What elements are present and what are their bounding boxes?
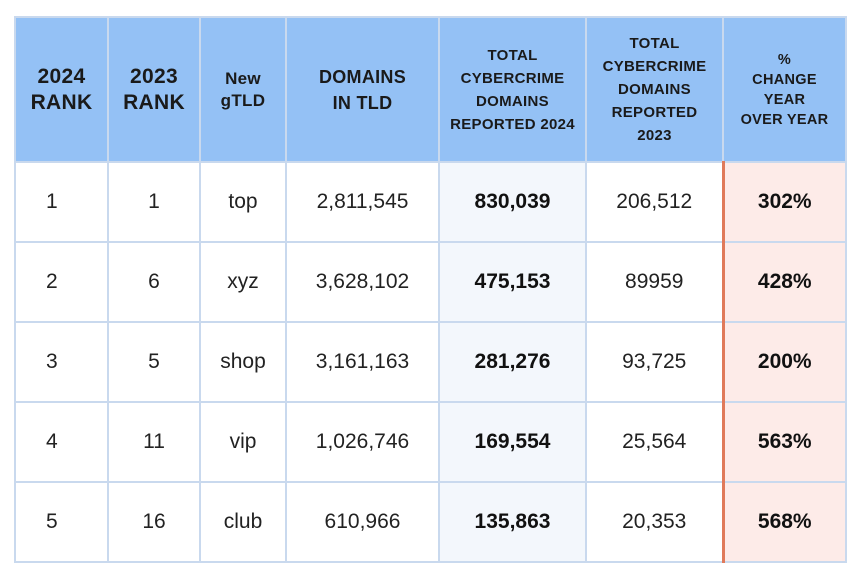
reported-2024-cell: 135,863 [438,481,587,563]
reported-2023-cell: 20,353 [585,481,724,563]
data-table: 2024 RANK 2023 RANK New gTLD DOMAINS IN … [14,16,847,563]
percent-change-cell: 200% [721,321,847,403]
domains-in-tld-cell: 3,161,163 [285,321,440,403]
header-reported-2024: TOTAL CYBERCRIME DOMAINS REPORTED 2024 [438,16,587,163]
table-body: 1 1 top 2,811,545 830,039 206,512 302% 2 6 xyz 3,6… [14,161,847,563]
percent-change-cell: 302% [721,161,847,243]
domains-in-tld-cell: 2,811,545 [285,161,440,243]
gtld-cell: shop [199,321,287,403]
reported-2024-cell: 169,554 [438,401,587,483]
rank-2023-cell: 16 [107,481,201,563]
rank-2024-cell: 1 [14,161,109,243]
header-percent-change: % CHANGE YEAR OVER YEAR [722,16,847,163]
header-row: 2024 RANK 2023 RANK New gTLD DOMAINS IN … [14,16,847,163]
rank-2024-cell: 4 [14,401,109,483]
reported-2023-cell: 206,512 [585,161,724,243]
reported-2023-cell: 89959 [585,241,724,323]
percent-change-cell: 563% [721,401,847,483]
table-row: 1 1 top 2,811,545 830,039 206,512 302% [14,161,847,243]
domains-in-tld-cell: 1,026,746 [285,401,440,483]
percent-change-cell: 428% [721,241,847,323]
rank-2023-cell: 6 [107,241,201,323]
table-row: 2 6 xyz 3,628,102 475,153 89959 428% [14,241,847,323]
cybercrime-gtld-table: 2024 RANK 2023 RANK New gTLD DOMAINS IN … [14,16,847,563]
header-reported-2023: TOTAL CYBERCRIME DOMAINS REPORTED 2023 [585,16,724,163]
reported-2024-cell: 281,276 [438,321,587,403]
header-rank-2023: 2023 RANK [107,16,201,163]
table-row: 4 11 vip 1,026,746 169,554 25,564 563% [14,401,847,483]
header-rank-2024: 2024 RANK [14,16,109,163]
gtld-cell: top [199,161,287,243]
rank-2024-cell: 2 [14,241,109,323]
rank-2024-cell: 3 [14,321,109,403]
gtld-cell: xyz [199,241,287,323]
reported-2023-cell: 25,564 [585,401,724,483]
rank-2023-cell: 5 [107,321,201,403]
domains-in-tld-cell: 3,628,102 [285,241,440,323]
percent-change-cell: 568% [721,481,847,563]
reported-2023-cell: 93,725 [585,321,724,403]
header-new-gtld: New gTLD [199,16,287,163]
rank-2023-cell: 11 [107,401,201,483]
reported-2024-cell: 475,153 [438,241,587,323]
gtld-cell: vip [199,401,287,483]
table-row: 3 5 shop 3,161,163 281,276 93,725 200% [14,321,847,403]
rank-2024-cell: 5 [14,481,109,563]
rank-2023-cell: 1 [107,161,201,243]
header-domains-in-tld: DOMAINS IN TLD [285,16,440,163]
domains-in-tld-cell: 610,966 [285,481,440,563]
gtld-cell: club [199,481,287,563]
reported-2024-cell: 830,039 [438,161,587,243]
table-row: 5 16 club 610,966 135,863 20,353 568% [14,481,847,563]
